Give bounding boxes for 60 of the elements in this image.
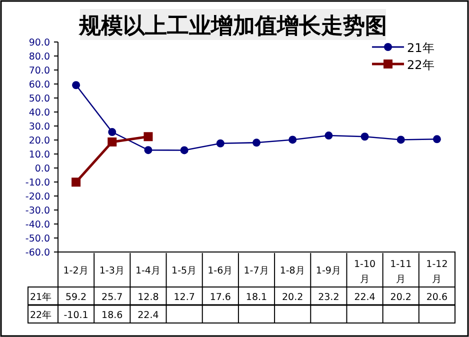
point [108,137,117,146]
data-label: 59.2 [65,292,87,303]
y-tick-label: -60.0 [25,248,50,258]
x-tick-label: 1-3月 [99,266,125,276]
y-tick-label: -40.0 [25,220,50,230]
x-tick-label: 1-10月 [354,259,376,285]
point [108,128,116,136]
point [144,146,152,154]
point [288,136,297,144]
text: 22年 [30,310,52,321]
data-label: 22.4 [138,310,159,321]
point [360,132,369,141]
data-label: 25.7 [102,292,123,303]
x-tick-label: 1-12月 [426,259,448,285]
point [72,178,81,187]
data-label: 20.6 [426,292,448,303]
data-label: -10.1 [64,310,88,321]
data-label: 18.6 [102,310,123,321]
point [144,132,153,142]
y-tick-label: -20.0 [25,192,50,202]
data-label: 22.4 [354,292,376,303]
x-tick-label: 1-8月 [280,266,306,276]
data-label: 12.7 [174,292,195,303]
text: 21年 [30,292,52,303]
y-tick-label: 50.0 [28,94,50,104]
legend-label: 21年 [407,41,434,55]
data-label: 18.1 [246,292,268,303]
data-label: 20.2 [390,292,412,303]
y-tick-label: 40.0 [28,108,50,118]
point [216,139,224,148]
x-tick-label: 1-5月 [172,266,198,276]
x-tick-label: 1-2月 [63,266,89,276]
x-tick-label: 1-9月 [316,266,342,276]
y-tick-label: 80.0 [28,52,50,62]
data-label: 20.2 [282,292,304,303]
y-tick-label: 10.0 [28,150,50,160]
y-tick-label: 70.0 [28,66,50,76]
point [72,81,80,90]
data-label: 12.8 [138,292,159,303]
y-tick-label: -30.0 [25,206,50,216]
point [396,136,405,144]
point [252,138,260,147]
x-tick-label: 1-7月 [244,266,270,276]
x-tick-label: 1-11月 [390,259,412,285]
point [432,135,441,144]
data-label: 17.6 [210,292,231,303]
chart-title: 规模以上工业增加值增长走势图 [78,14,387,39]
legend-label: 22年 [407,58,434,72]
y-tick-label: 60.0 [28,80,50,90]
x-tick-label: 1-4月 [135,266,161,276]
y-tick-label: 90.0 [28,38,50,48]
point [180,146,188,154]
point [324,132,333,140]
y-tick-label: -50.0 [25,234,50,244]
y-tick-label: 30.0 [28,122,50,132]
y-tick-label: 20.0 [28,136,50,146]
y-tick-label: 0.0 [34,164,50,174]
data-label: 23.2 [318,292,340,303]
y-tick-label: -10.0 [25,178,50,188]
x-tick-label: 1-6月 [208,266,234,276]
